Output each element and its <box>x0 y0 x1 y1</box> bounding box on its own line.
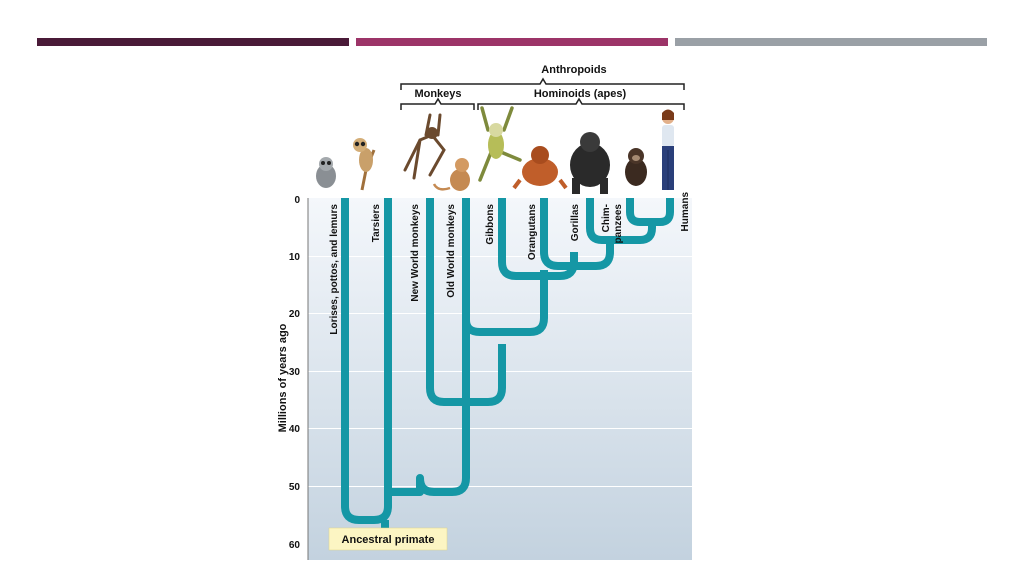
branch-chimps-humans <box>586 198 656 244</box>
branch-prosimian-anthropoid <box>388 412 470 496</box>
human-icon <box>662 109 674 190</box>
gorilla-icon <box>570 132 610 194</box>
taxon-label-old-world-monkeys: Old World monkeys <box>446 204 457 298</box>
gibbon-icon <box>478 106 522 182</box>
taxa-labels: Lorises, pottos, and lemurs Tarsiers New… <box>329 192 691 335</box>
tarsier-icon <box>353 138 376 191</box>
hominoids-bracket <box>477 97 685 110</box>
accent-bar-3 <box>675 38 987 46</box>
tick-label-30: 30 <box>289 367 301 378</box>
tick-label-50: 50 <box>289 482 301 493</box>
taxon-label-orangutans: Orangutans <box>527 204 538 261</box>
axis-title: Millions of years ago <box>277 323 289 432</box>
tick-label-0: 0 <box>294 195 300 206</box>
phylogeny-branches <box>341 198 674 528</box>
taxon-label-new-world-monkeys: New World monkeys <box>410 204 421 302</box>
hominoids-label: Hominoids (apes) <box>534 88 627 100</box>
branch-lorises-tarsiers <box>341 198 392 524</box>
tick-label-10: 10 <box>289 252 301 263</box>
anthropoids-bracket <box>400 77 685 90</box>
taxon-label-chimpanzees-1: Chim- <box>601 204 612 232</box>
monkeys-bracket <box>400 97 475 110</box>
taxon-label-lorises: Lorises, pottos, and lemurs <box>329 204 340 335</box>
branch-gorillas-rest <box>540 198 614 270</box>
group-brackets <box>400 77 685 110</box>
accent-bar-1 <box>37 38 349 46</box>
accent-bar-2 <box>356 38 668 46</box>
taxon-label-tarsiers: Tarsiers <box>371 204 382 243</box>
spider-monkey-icon <box>403 113 446 180</box>
monkeys-label: Monkeys <box>414 88 461 100</box>
tick-label-60: 60 <box>289 540 301 551</box>
tick-label-20: 20 <box>289 309 301 320</box>
taxon-label-chimpanzees-2: panzees <box>613 204 624 244</box>
anthropoids-label: Anthropoids <box>541 64 606 76</box>
macaque-icon <box>432 158 470 191</box>
orangutan-icon <box>512 146 568 190</box>
branch-hominoids <box>462 270 548 336</box>
branch-chimp-human-split <box>626 198 674 226</box>
y-axis: 0 10 20 30 40 50 60 Millions of years ag… <box>277 195 309 560</box>
taxon-label-humans: Humans <box>680 192 691 232</box>
taxon-label-gorillas: Gorillas <box>570 204 581 242</box>
loris-icon <box>316 157 336 188</box>
root-label-box <box>328 527 448 551</box>
tick-label-40: 40 <box>289 424 301 435</box>
chimpanzee-icon <box>625 148 647 186</box>
root-label: Ancestral primate <box>342 534 435 546</box>
taxon-label-gibbons: Gibbons <box>485 204 496 245</box>
